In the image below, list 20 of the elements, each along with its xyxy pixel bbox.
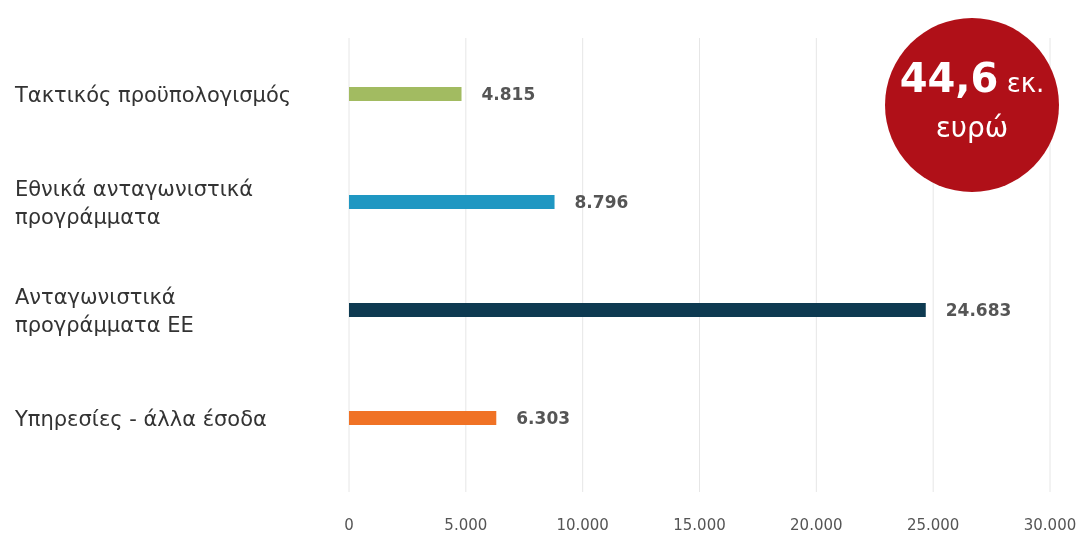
data-label: 24.683 <box>945 300 1012 320</box>
bar <box>349 195 555 209</box>
bar <box>349 87 462 101</box>
annotation: 44,6 εκ. ευρώ <box>899 55 1045 144</box>
bar <box>349 411 497 425</box>
x-tick-label: 5.000 <box>444 516 488 534</box>
x-tick-label: 0 <box>344 516 354 534</box>
bar <box>349 303 926 317</box>
data-label: 6.303 <box>516 408 571 428</box>
data-label: 8.796 <box>574 192 629 212</box>
data-label: 4.815 <box>481 84 536 104</box>
x-tick-label: 25.000 <box>906 516 960 534</box>
x-tick-label: 10.000 <box>556 516 609 534</box>
y-tick-label: Ανταγωνιστικά προγράμματα ΕΕ <box>15 285 194 337</box>
x-tick-label: 15.000 <box>673 516 726 534</box>
x-tick-label: 20.000 <box>790 516 843 534</box>
y-tick-label: Υπηρεσίες - άλλα έσοδα <box>14 407 267 431</box>
y-tick-label: Εθνικά ανταγωνιστικά προγράμματα <box>15 177 254 229</box>
y-tick-label: Τακτικός προϋπολογισμός <box>14 83 292 107</box>
x-tick-label: 30.000 <box>1023 516 1077 534</box>
